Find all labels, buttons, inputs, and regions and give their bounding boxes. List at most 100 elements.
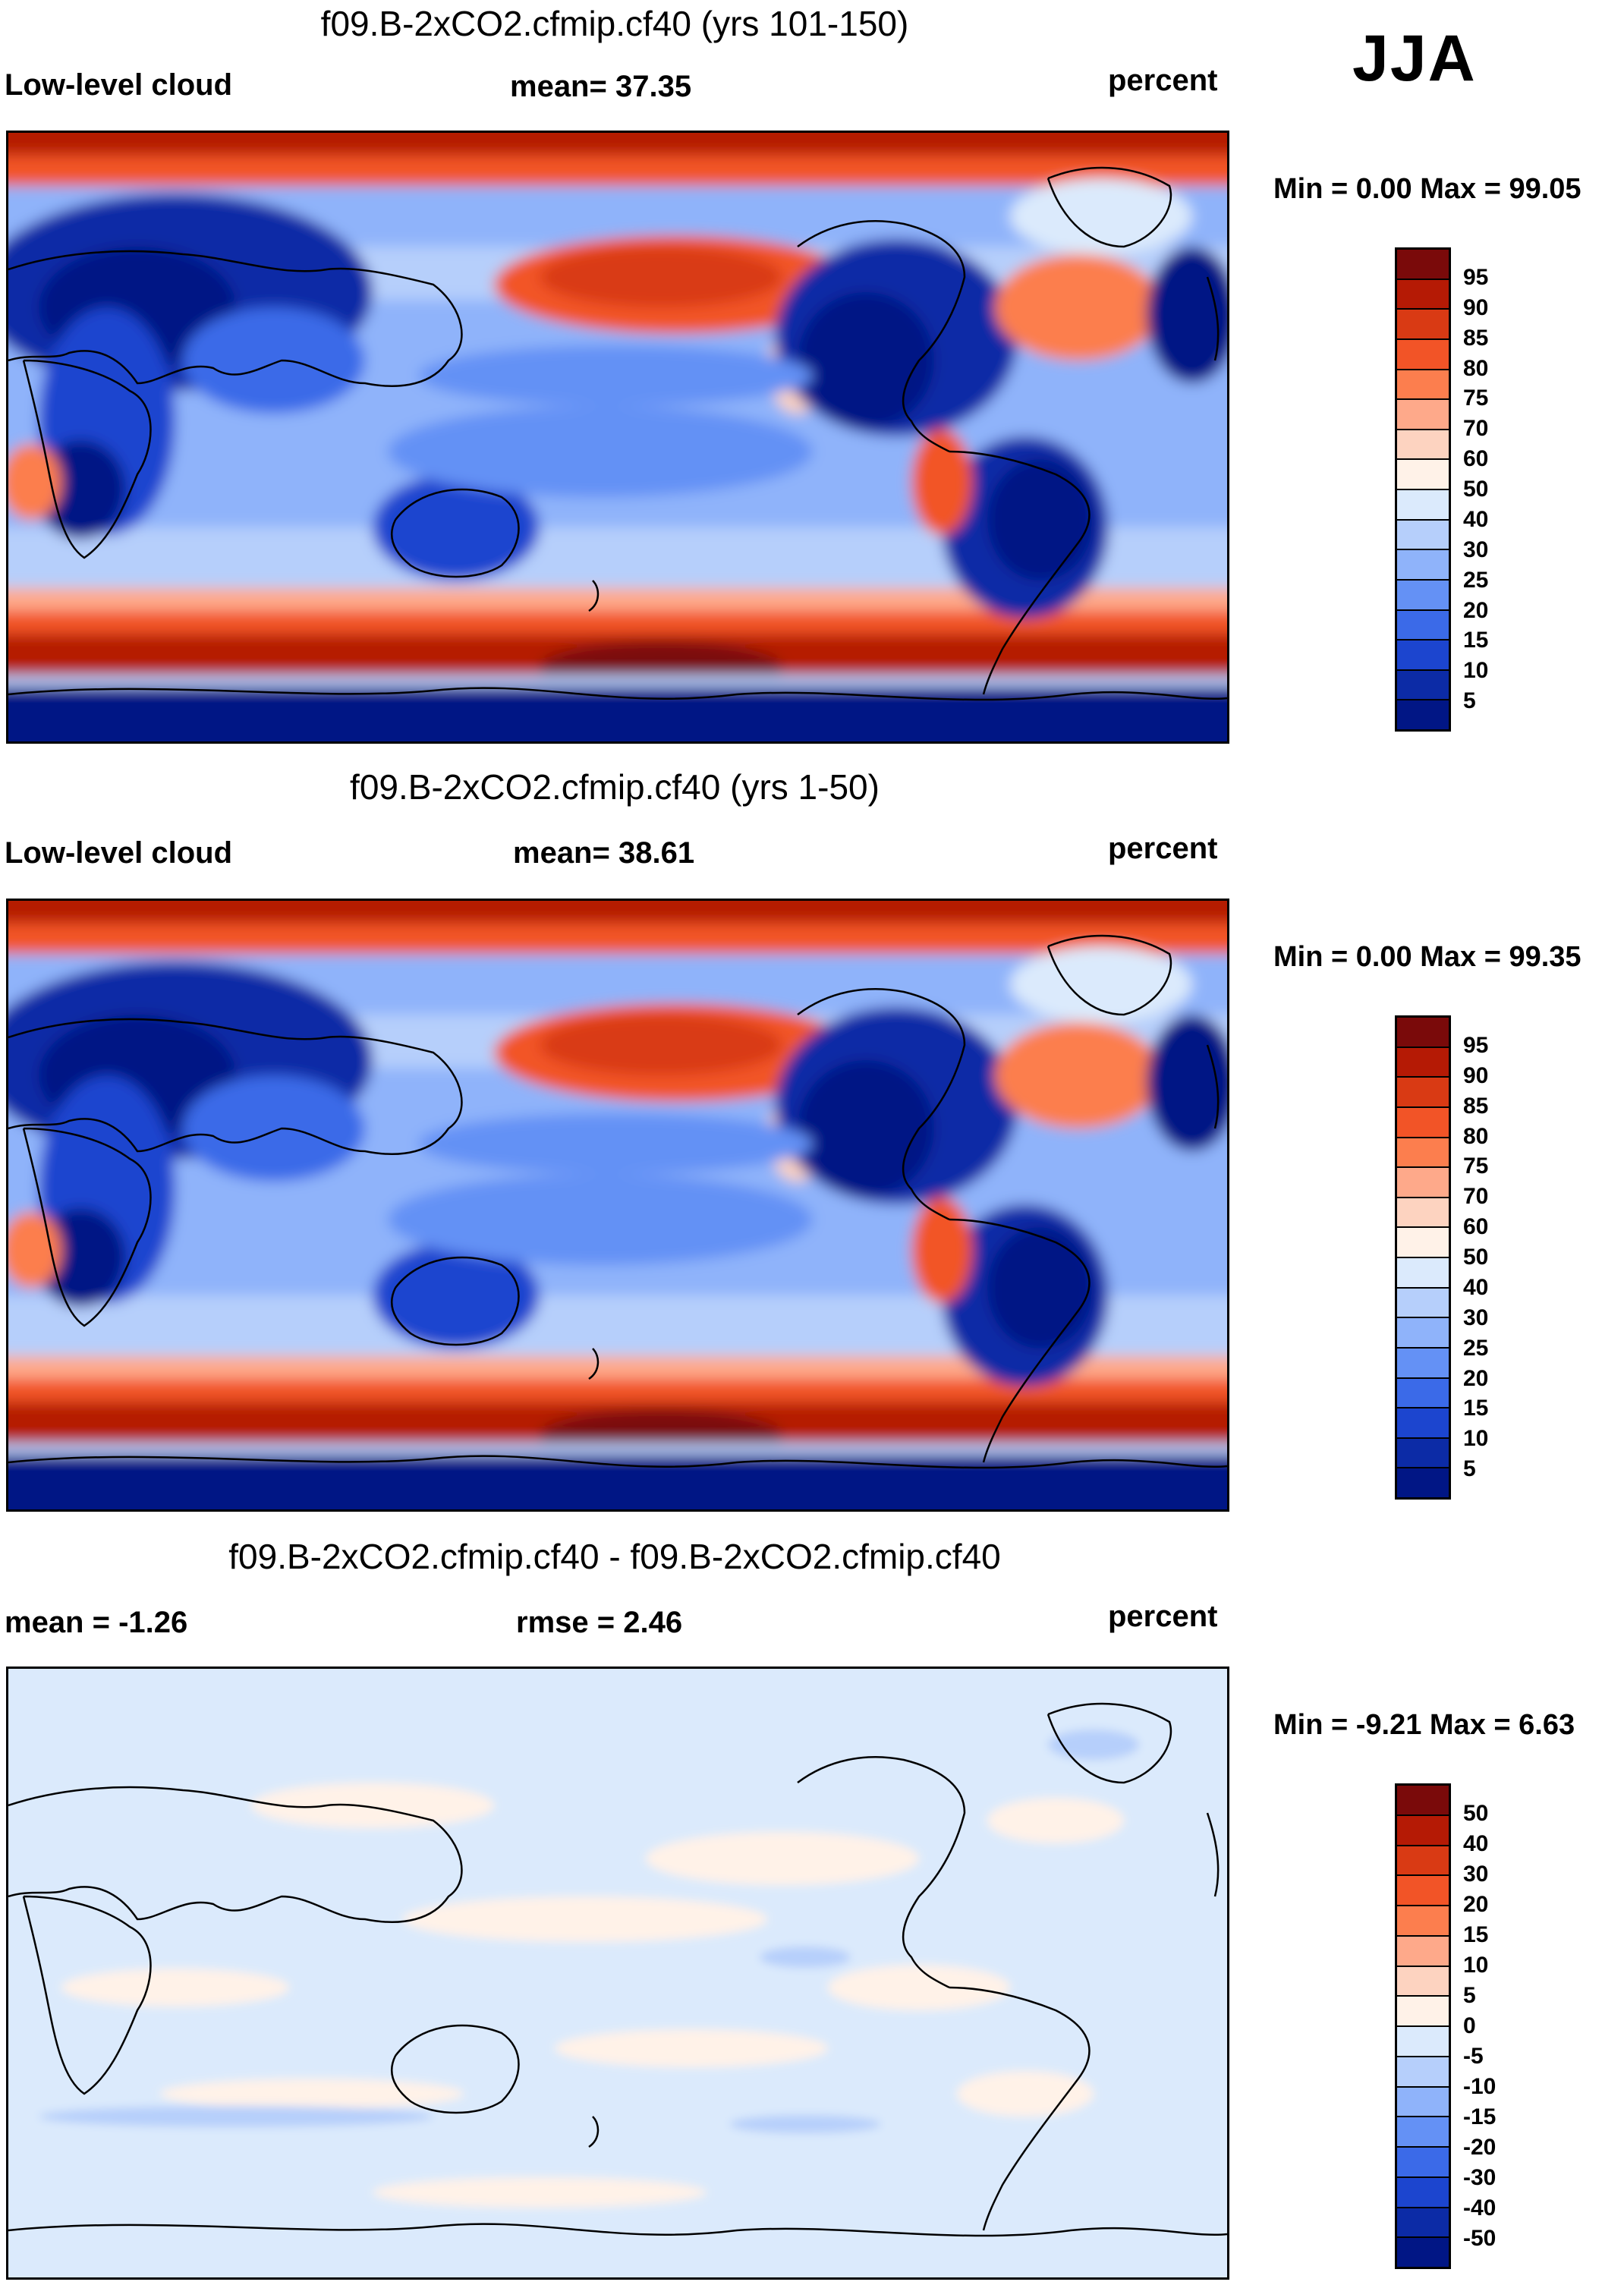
colorbar-swatch — [1397, 640, 1449, 671]
colorbar-swatch — [1397, 490, 1449, 521]
colorbar-swatch — [1397, 1438, 1449, 1469]
colorbar-swatch — [1397, 370, 1449, 401]
colorbar-swatch — [1397, 1468, 1449, 1497]
colorbar-tick-label: 80 — [1463, 355, 1489, 381]
colorbar-swatch — [1397, 610, 1449, 641]
colorbar-swatch — [1397, 2148, 1449, 2178]
colorbar-swatch — [1397, 2208, 1449, 2239]
colorbar-tick-label: 70 — [1463, 416, 1489, 442]
colorbar-swatch — [1397, 1318, 1449, 1349]
colorbar-tick-label: 95 — [1463, 264, 1489, 290]
colorbar-tick-label: 5 — [1463, 1983, 1476, 2008]
colorbar-swatch — [1397, 2027, 1449, 2057]
colorbar-tick-label: 20 — [1463, 1365, 1489, 1391]
colorbar-tick-label: -20 — [1463, 2135, 1497, 2160]
colorbar-tick-label: -30 — [1463, 2165, 1497, 2190]
panel-3-colorbar-ticks: 50 40 30 20 15 10 5 0 -5 -10 -15 -20 -30 -40 -50 — [1463, 1783, 1554, 2269]
colorbar-tick-label: 70 — [1463, 1184, 1489, 1210]
panel-2-map — [6, 899, 1229, 1512]
colorbar-tick-label: 15 — [1463, 1922, 1489, 1947]
panel-1-minmax: Min = 0.00 Max = 99.05 — [1273, 173, 1582, 205]
panel-2-colorbar-ticks: 95 90 85 80 75 70 60 50 40 30 25 20 15 10 5 — [1463, 1015, 1554, 1500]
colorbar-tick-label: 5 — [1463, 688, 1476, 714]
panel-3-mean-label: mean = -1.26 — [5, 1606, 188, 1639]
panel-1-title: f09.B-2xCO2.cfmip.cf40 (yrs 101-150) — [320, 4, 909, 43]
panel-2-title: f09.B-2xCO2.cfmip.cf40 (yrs 1-50) — [350, 767, 880, 807]
panel-3-units-label: percent — [1108, 1600, 1218, 1633]
panel-3-map — [6, 1667, 1229, 2280]
panel-2-mean-label: mean= 38.61 — [513, 836, 695, 870]
colorbar-swatch — [1397, 1168, 1449, 1198]
colorbar-tick-label: 40 — [1463, 1831, 1489, 1856]
colorbar-swatch — [1397, 1966, 1449, 1997]
colorbar-swatch — [1397, 1936, 1449, 1967]
colorbar-swatch — [1397, 1786, 1449, 1816]
season-label: JJA — [1352, 22, 1477, 95]
colorbar-tick-label: 20 — [1463, 1892, 1489, 1917]
colorbar-tick-label: 30 — [1463, 1305, 1489, 1330]
colorbar-swatch — [1397, 1997, 1449, 2027]
colorbar-swatch — [1397, 1198, 1449, 1229]
colorbar-swatch — [1397, 580, 1449, 611]
colorbar-tick-label: 40 — [1463, 506, 1489, 532]
colorbar-swatch — [1397, 550, 1449, 581]
colorbar-tick-label: 85 — [1463, 1093, 1489, 1119]
colorbar-swatch — [1397, 1258, 1449, 1289]
colorbar-swatch — [1397, 279, 1449, 310]
colorbar-swatch — [1397, 460, 1449, 490]
colorbar-swatch — [1397, 2117, 1449, 2148]
colorbar-tick-label: 75 — [1463, 1154, 1489, 1179]
panel-1-mean-label: mean= 37.35 — [510, 70, 692, 103]
colorbar-tick-label: 60 — [1463, 446, 1489, 472]
panel-1-variable-label: Low-level cloud — [5, 68, 233, 102]
colorbar-swatch — [1397, 1138, 1449, 1169]
colorbar-swatch — [1397, 1378, 1449, 1409]
colorbar-swatch — [1397, 2177, 1449, 2208]
colorbar-tick-label: -50 — [1463, 2226, 1497, 2251]
colorbar-tick-label: 25 — [1463, 1335, 1489, 1361]
panel-2-units-label: percent — [1108, 832, 1218, 865]
colorbar-tick-label: 20 — [1463, 597, 1489, 623]
colorbar-swatch — [1397, 1348, 1449, 1379]
colorbar-tick-label: 90 — [1463, 294, 1489, 320]
colorbar-tick-label: 10 — [1463, 1426, 1489, 1452]
colorbar-tick-label: 75 — [1463, 386, 1489, 411]
panel-2-colorbar — [1395, 1015, 1451, 1500]
colorbar-swatch — [1397, 1876, 1449, 1906]
colorbar-swatch — [1397, 670, 1449, 701]
colorbar-tick-label: 30 — [1463, 537, 1489, 562]
colorbar-swatch — [1397, 310, 1449, 340]
colorbar-swatch — [1397, 2238, 1449, 2267]
colorbar-swatch — [1397, 1906, 1449, 1937]
panel-1-colorbar-ticks: 95 90 85 80 75 70 60 50 40 30 25 20 15 10 5 — [1463, 247, 1554, 732]
colorbar-tick-label: 80 — [1463, 1123, 1489, 1149]
colorbar-swatch — [1397, 1047, 1449, 1078]
colorbar-tick-label: -10 — [1463, 2074, 1497, 2099]
colorbar-tick-label: 40 — [1463, 1274, 1489, 1300]
colorbar-tick-label: 25 — [1463, 567, 1489, 593]
colorbar-swatch — [1397, 2057, 1449, 2088]
colorbar-swatch — [1397, 2087, 1449, 2118]
colorbar-swatch — [1397, 1288, 1449, 1319]
panel-1-colorbar — [1395, 247, 1451, 732]
colorbar-swatch — [1397, 339, 1449, 370]
colorbar-swatch — [1397, 1815, 1449, 1846]
colorbar-swatch — [1397, 1846, 1449, 1877]
colorbar-swatch — [1397, 1107, 1449, 1138]
panel-1-map — [6, 131, 1229, 744]
colorbar-swatch — [1397, 1408, 1449, 1439]
colorbar-swatch — [1397, 1228, 1449, 1258]
colorbar-tick-label: 10 — [1463, 658, 1489, 684]
colorbar-tick-label: 50 — [1463, 1245, 1489, 1270]
panel-1-units-label: percent — [1108, 64, 1218, 97]
colorbar-tick-label: 30 — [1463, 1862, 1489, 1887]
colorbar-tick-label: 5 — [1463, 1456, 1476, 1482]
colorbar-swatch — [1397, 430, 1449, 461]
colorbar-tick-label: 85 — [1463, 325, 1489, 351]
colorbar-tick-label: 50 — [1463, 477, 1489, 502]
panel-2-minmax: Min = 0.00 Max = 99.35 — [1273, 941, 1582, 973]
colorbar-tick-label: -15 — [1463, 2104, 1497, 2129]
colorbar-tick-label: -5 — [1463, 2044, 1484, 2069]
colorbar-tick-label: 15 — [1463, 1396, 1489, 1421]
colorbar-tick-label: 60 — [1463, 1214, 1489, 1240]
